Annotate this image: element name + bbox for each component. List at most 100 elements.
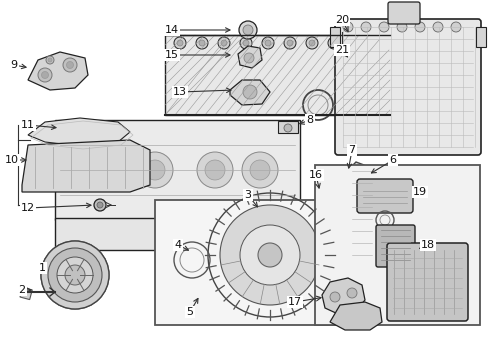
Circle shape <box>46 56 54 64</box>
Text: 9: 9 <box>10 60 18 70</box>
Circle shape <box>242 152 278 188</box>
Circle shape <box>67 62 74 68</box>
Text: 21: 21 <box>335 45 349 55</box>
Circle shape <box>347 177 357 187</box>
Text: 7: 7 <box>348 145 356 155</box>
Bar <box>165 35 390 115</box>
Circle shape <box>347 288 357 298</box>
Polygon shape <box>337 172 360 262</box>
Circle shape <box>361 22 371 32</box>
Bar <box>330 27 340 47</box>
Circle shape <box>287 40 293 46</box>
Circle shape <box>347 235 357 245</box>
Polygon shape <box>28 52 88 90</box>
Circle shape <box>85 160 105 180</box>
Circle shape <box>330 292 340 302</box>
Text: 10: 10 <box>5 155 19 165</box>
Circle shape <box>243 85 257 99</box>
Circle shape <box>372 37 384 49</box>
Bar <box>20 287 32 300</box>
Circle shape <box>284 124 292 132</box>
Circle shape <box>240 37 252 49</box>
Circle shape <box>309 40 315 46</box>
Circle shape <box>306 37 318 49</box>
Polygon shape <box>22 140 150 192</box>
Text: 5: 5 <box>187 307 194 317</box>
Circle shape <box>415 22 425 32</box>
Text: 17: 17 <box>288 297 302 307</box>
FancyBboxPatch shape <box>387 243 468 321</box>
Circle shape <box>350 37 362 49</box>
Circle shape <box>451 22 461 32</box>
Circle shape <box>41 241 109 309</box>
Circle shape <box>250 160 270 180</box>
Circle shape <box>220 205 320 305</box>
Circle shape <box>57 257 93 293</box>
Circle shape <box>331 40 337 46</box>
Bar <box>278 121 298 133</box>
Text: 4: 4 <box>174 240 182 250</box>
Circle shape <box>77 152 113 188</box>
Circle shape <box>196 37 208 49</box>
FancyBboxPatch shape <box>335 19 481 155</box>
FancyBboxPatch shape <box>388 2 420 24</box>
Circle shape <box>174 37 186 49</box>
Circle shape <box>243 25 253 35</box>
Bar <box>315 165 480 325</box>
Circle shape <box>397 22 407 32</box>
Circle shape <box>145 160 165 180</box>
Circle shape <box>328 37 340 49</box>
Circle shape <box>379 22 389 32</box>
Text: 2: 2 <box>19 285 25 295</box>
Circle shape <box>265 40 271 46</box>
Circle shape <box>375 40 381 46</box>
Polygon shape <box>330 302 382 330</box>
Text: 6: 6 <box>390 155 396 165</box>
Circle shape <box>199 40 205 46</box>
Circle shape <box>94 199 106 211</box>
Circle shape <box>353 40 359 46</box>
Bar <box>155 200 340 325</box>
Circle shape <box>244 53 254 63</box>
Text: 16: 16 <box>309 170 323 180</box>
Circle shape <box>48 248 102 302</box>
Circle shape <box>343 22 353 32</box>
Text: 8: 8 <box>306 115 314 125</box>
Circle shape <box>137 152 173 188</box>
Circle shape <box>177 40 183 46</box>
FancyBboxPatch shape <box>357 179 413 213</box>
Circle shape <box>284 37 296 49</box>
Polygon shape <box>230 80 270 105</box>
Text: 20: 20 <box>335 15 349 25</box>
Bar <box>55 218 255 250</box>
Circle shape <box>258 243 282 267</box>
Circle shape <box>63 58 77 72</box>
Polygon shape <box>322 278 365 314</box>
Polygon shape <box>28 118 130 146</box>
Bar <box>476 27 486 47</box>
Text: 11: 11 <box>21 120 35 130</box>
Circle shape <box>65 265 85 285</box>
Circle shape <box>221 40 227 46</box>
Circle shape <box>97 202 103 208</box>
Bar <box>55 120 300 220</box>
Text: 13: 13 <box>173 87 187 97</box>
Circle shape <box>433 22 443 32</box>
Polygon shape <box>349 162 376 265</box>
Text: 19: 19 <box>413 187 427 197</box>
Circle shape <box>262 37 274 49</box>
Text: 12: 12 <box>21 203 35 213</box>
Circle shape <box>42 72 49 78</box>
Circle shape <box>240 225 300 285</box>
Text: 14: 14 <box>165 25 179 35</box>
FancyBboxPatch shape <box>376 225 415 267</box>
Circle shape <box>48 58 52 62</box>
Text: 1: 1 <box>39 263 46 273</box>
Text: 18: 18 <box>421 240 435 250</box>
Text: 3: 3 <box>245 190 251 200</box>
Circle shape <box>218 37 230 49</box>
Circle shape <box>239 21 257 39</box>
Polygon shape <box>238 46 262 68</box>
Circle shape <box>197 152 233 188</box>
Circle shape <box>205 160 225 180</box>
